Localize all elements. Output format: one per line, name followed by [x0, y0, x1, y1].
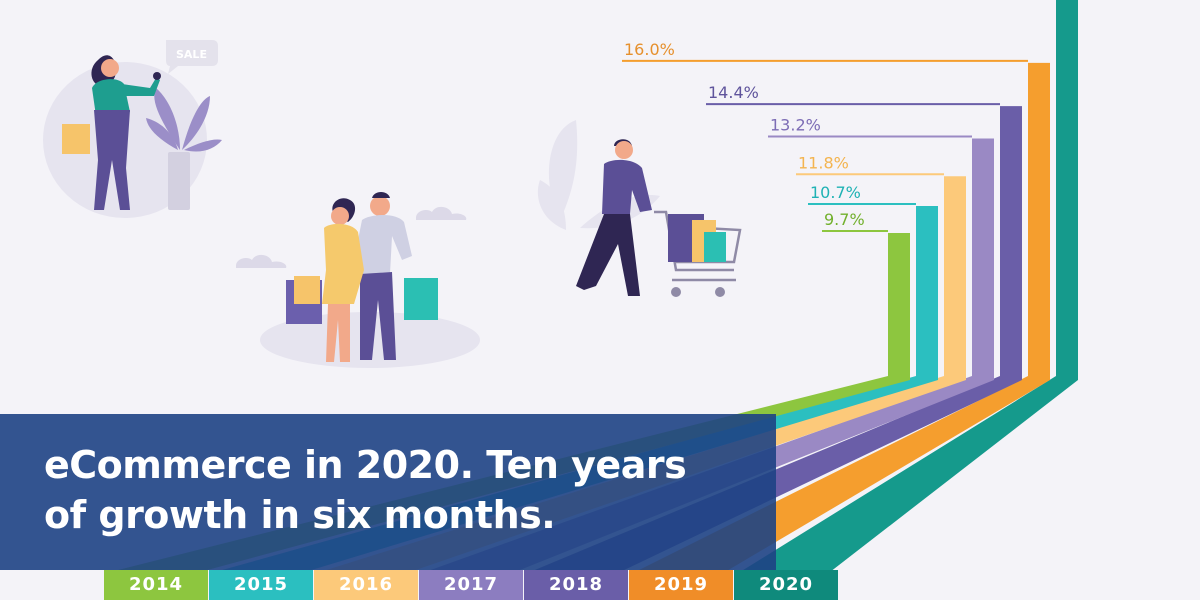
illustrations: SALE — [43, 40, 742, 368]
sale-tag: SALE — [176, 48, 207, 61]
title-line-1: eCommerce in 2020. Ten years — [44, 443, 687, 487]
value-label-2018: 14.4% — [708, 83, 759, 102]
year-tab-2019: 2019 — [629, 570, 733, 600]
year-tab-2015: 2015 — [209, 570, 313, 600]
value-leader-lines — [622, 59, 1028, 232]
man-with-cart-illustration — [537, 120, 742, 297]
value-labels: 9.7% 10.7% 11.8% 13.2% 14.4% 16.0% — [624, 40, 865, 229]
growth-ribbon-2019 — [635, 62, 1050, 573]
page-title: eCommerce in 2020. Ten years of growth i… — [44, 440, 687, 540]
year-tab-2018: 2018 — [524, 570, 628, 600]
year-tab-2014: 2014 — [104, 570, 208, 600]
year-tab-2016: 2016 — [314, 570, 418, 600]
growth-ribbon-2018 — [530, 106, 1022, 572]
cloud-shape — [236, 254, 287, 268]
year-tab-2020: 2020 — [734, 570, 838, 600]
value-label-2019: 16.0% — [624, 40, 675, 59]
value-label-2016: 11.8% — [798, 153, 849, 172]
year-tab-2017: 2017 — [419, 570, 523, 600]
value-label-2017: 13.2% — [770, 116, 821, 135]
cloud-shape — [416, 206, 467, 220]
headline-banner — [0, 414, 776, 570]
title-line-2: of growth in six months. — [44, 493, 556, 537]
value-label-2014: 9.7% — [824, 210, 865, 229]
value-label-2015: 10.7% — [810, 183, 861, 202]
couple-with-bags-illustration — [260, 192, 480, 368]
woman-with-phone-illustration: SALE — [43, 40, 222, 218]
growth-ribbon-2020 — [740, 0, 1078, 572]
